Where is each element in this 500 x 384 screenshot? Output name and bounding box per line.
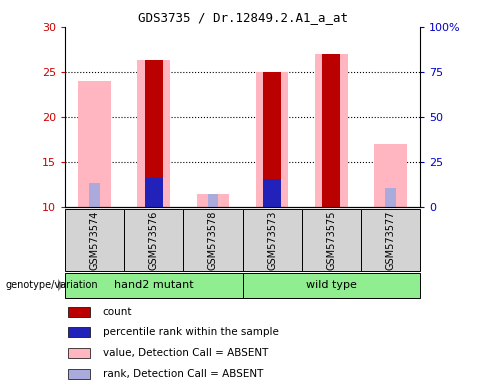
Text: rank, Detection Call = ABSENT: rank, Detection Call = ABSENT — [103, 369, 263, 379]
FancyBboxPatch shape — [124, 209, 184, 271]
Text: GSM573574: GSM573574 — [90, 210, 100, 270]
Bar — [68, 369, 90, 379]
Bar — [78, 81, 111, 207]
Title: GDS3735 / Dr.12849.2.A1_a_at: GDS3735 / Dr.12849.2.A1_a_at — [138, 11, 348, 24]
FancyBboxPatch shape — [184, 209, 242, 271]
Text: GSM573573: GSM573573 — [267, 210, 277, 270]
Text: wild type: wild type — [306, 280, 356, 290]
Polygon shape — [58, 278, 64, 292]
Text: hand2 mutant: hand2 mutant — [114, 280, 194, 290]
Text: GSM573577: GSM573577 — [386, 210, 396, 270]
FancyBboxPatch shape — [65, 209, 124, 271]
Bar — [385, 189, 396, 207]
Bar — [263, 179, 281, 207]
Bar — [138, 60, 170, 207]
Bar — [68, 328, 90, 338]
Text: GSM573578: GSM573578 — [208, 210, 218, 270]
Bar — [145, 179, 162, 207]
Text: count: count — [103, 307, 132, 317]
Bar — [256, 72, 288, 207]
Text: GSM573575: GSM573575 — [326, 210, 336, 270]
Bar — [315, 54, 348, 207]
Bar — [196, 194, 229, 207]
Bar — [145, 60, 162, 207]
Bar — [148, 179, 159, 207]
FancyBboxPatch shape — [242, 273, 420, 298]
Bar — [267, 179, 278, 207]
Text: genotype/variation: genotype/variation — [5, 280, 98, 290]
Text: value, Detection Call = ABSENT: value, Detection Call = ABSENT — [103, 348, 268, 358]
Bar — [68, 348, 90, 358]
Text: GSM573576: GSM573576 — [149, 210, 159, 270]
Bar — [326, 179, 336, 207]
Bar — [208, 194, 218, 207]
Bar — [68, 307, 90, 317]
FancyBboxPatch shape — [361, 209, 420, 271]
Bar — [374, 144, 406, 207]
Bar — [322, 54, 340, 207]
Bar — [263, 72, 281, 207]
FancyBboxPatch shape — [65, 273, 242, 298]
Text: percentile rank within the sample: percentile rank within the sample — [103, 328, 279, 338]
FancyBboxPatch shape — [302, 209, 361, 271]
FancyBboxPatch shape — [242, 209, 302, 271]
Bar — [90, 183, 100, 207]
